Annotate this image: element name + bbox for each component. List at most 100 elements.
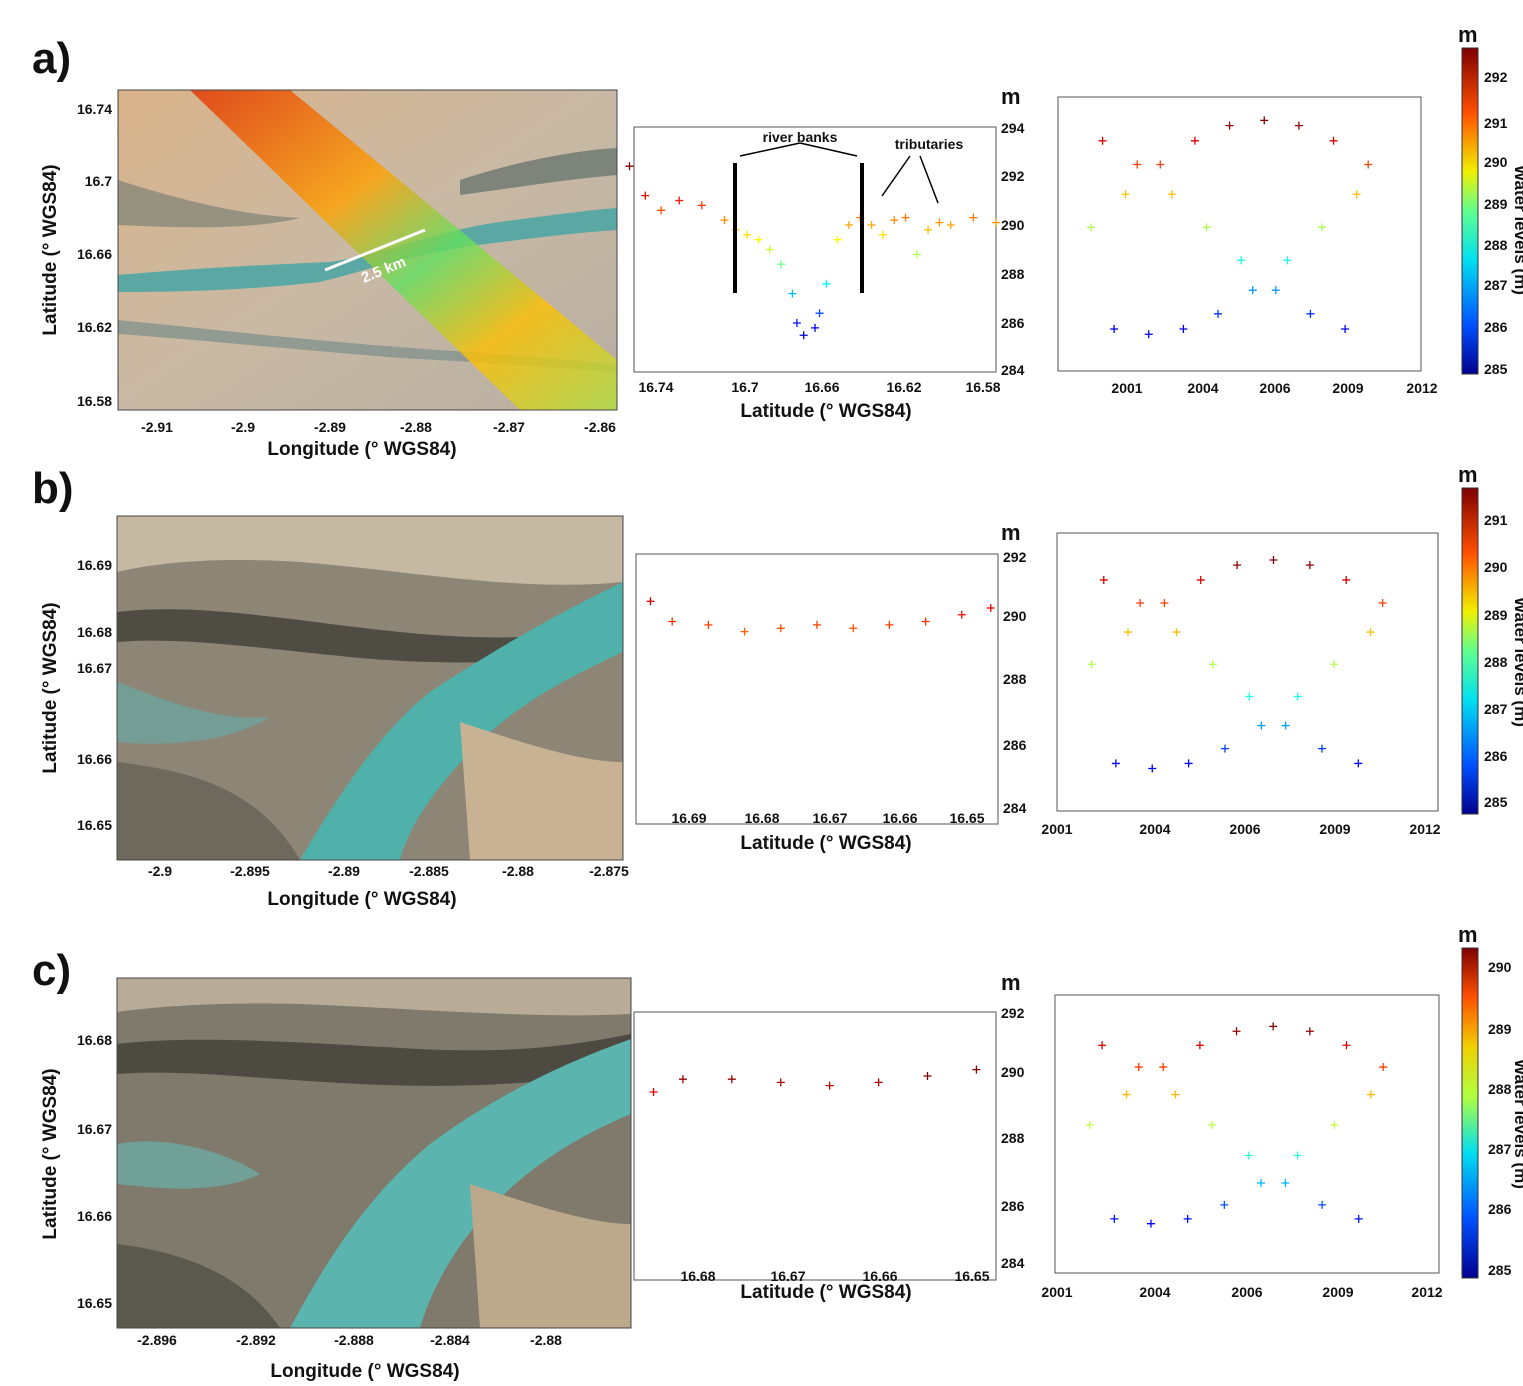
colorbar-unit: m — [1458, 922, 1478, 947]
series-xtick: 2001 — [1041, 1284, 1072, 1300]
profile-xtick: 16.66 — [862, 1268, 897, 1284]
profile-point — [776, 624, 785, 633]
colorbar-tick: 287 — [1484, 277, 1508, 293]
map-ytick: 16.66 — [77, 246, 112, 262]
profile-ytick: 288 — [1001, 1130, 1025, 1146]
series-point — [1196, 575, 1205, 584]
series-point — [1330, 1121, 1339, 1130]
series-point — [1354, 759, 1363, 768]
series-xtick: 2004 — [1139, 821, 1170, 837]
series-point — [1342, 575, 1351, 584]
profile-point — [646, 597, 655, 606]
annotation-river-banks: river banks — [763, 129, 838, 145]
map-ylabel: Latitude (° WGS84) — [40, 1068, 61, 1239]
map-ytick: 16.62 — [77, 319, 112, 335]
series-point — [1364, 160, 1373, 169]
profile-unit: m — [1001, 520, 1021, 545]
colorbar-tick: 288 — [1484, 237, 1508, 253]
series-point — [1342, 1041, 1351, 1050]
map-xtick: -2.9 — [148, 863, 172, 879]
map-xlabel: Longitude (° WGS84) — [270, 1361, 459, 1382]
map-image — [116, 515, 624, 861]
colorbar-tick: 286 — [1484, 748, 1508, 764]
profile-y-ticks: 292 290 288 286 284 — [1003, 549, 1027, 816]
map-xtick: -2.91 — [141, 419, 173, 435]
profile-point — [912, 250, 921, 259]
profile-xtick: 16.66 — [882, 810, 917, 826]
profile-ytick: 286 — [1001, 1198, 1025, 1214]
profile-point — [923, 1072, 932, 1080]
series-point — [1378, 599, 1387, 608]
series-point — [1225, 121, 1234, 130]
map-xtick: -2.875 — [589, 863, 629, 879]
map-x-ticks: -2.896 -2.892 -2.888 -2.884 -2.88 — [137, 1332, 562, 1348]
colorbar-tick: 286 — [1484, 319, 1508, 335]
series-point — [1133, 160, 1142, 169]
map-ylabel: Latitude (° WGS84) — [40, 602, 61, 773]
colorbar-tick: 285 — [1484, 794, 1508, 810]
series-point — [1318, 1200, 1327, 1209]
profile-xtick: 16.67 — [770, 1268, 805, 1284]
series-xtick: 2009 — [1322, 1284, 1353, 1300]
series-point — [1244, 1151, 1253, 1160]
panel-c: c) 16.68 16.67 16.66 — [0, 922, 1523, 1386]
series-point — [1220, 744, 1229, 753]
panel-a: a) — [0, 0, 1523, 462]
colorbar-tick: 286 — [1488, 1201, 1512, 1217]
map-image: 2.5 km — [117, 89, 618, 411]
series-xtick: 2001 — [1041, 821, 1072, 837]
profile-xtick: 16.65 — [954, 1268, 989, 1284]
profile-point — [946, 221, 955, 229]
colorbar-tick: 289 — [1484, 607, 1508, 623]
colorbar: m 292 291 290 289 288 287 286 285 Water … — [1458, 22, 1523, 377]
profile-ytick: 286 — [1001, 315, 1025, 331]
map-ytick: 16.66 — [77, 751, 112, 767]
profile-xtick: 16.74 — [638, 379, 673, 395]
series-xtick: 2004 — [1139, 1284, 1170, 1300]
colorbar-tick: 291 — [1484, 115, 1508, 131]
colorbar-tick: 289 — [1488, 1021, 1512, 1037]
series-point — [1257, 721, 1266, 730]
profile-unit: m — [1001, 84, 1021, 109]
profile-ytick: 294 — [1001, 120, 1025, 136]
map-xtick: -2.892 — [236, 1332, 276, 1348]
colorbar: m 290 289 288 287 286 285 Water levels (… — [1458, 922, 1523, 1279]
series-point — [1294, 121, 1303, 130]
panel-b-figure: 16.69 16.68 16.67 16.66 16.65 -2.9 -2.89… — [40, 462, 1523, 910]
map-xtick: -2.89 — [314, 419, 346, 435]
map-xtick: -2.884 — [430, 1332, 470, 1348]
series-point — [1305, 1027, 1314, 1036]
profile-point — [754, 235, 763, 244]
series-x-ticks: 2001 2004 2006 2009 2012 — [1111, 380, 1437, 396]
series-point — [1354, 1214, 1363, 1223]
series-point — [1317, 744, 1326, 753]
series-point — [1184, 759, 1193, 768]
series-xtick: 2001 — [1111, 380, 1142, 396]
map-xtick: -2.89 — [328, 863, 360, 879]
profile-xtick: 16.68 — [744, 810, 779, 826]
profile-point — [815, 309, 824, 318]
series-point — [1306, 309, 1315, 318]
series-point — [1305, 561, 1314, 570]
panel-c-figure: 16.68 16.67 16.66 16.65 -2.896 -2.892 -2… — [40, 922, 1523, 1382]
profile-point — [969, 213, 978, 222]
profile-point — [992, 218, 1000, 227]
colorbar-tick: 291 — [1484, 512, 1508, 528]
panel-letter: a) — [32, 34, 72, 83]
profile-point — [668, 617, 677, 626]
profile-xlabel: Latitude (° WGS84) — [740, 833, 911, 854]
profile-xtick: 16.58 — [965, 379, 1000, 395]
profile-ytick: 292 — [1003, 549, 1027, 565]
series-point — [1121, 190, 1130, 199]
series-point — [1098, 136, 1107, 145]
profile-point — [720, 216, 729, 225]
profile-point — [792, 319, 801, 327]
colorbar-tick: 289 — [1484, 196, 1508, 212]
profile-point — [776, 1078, 785, 1087]
series-point — [1293, 1151, 1302, 1160]
colorbar-tick: 288 — [1484, 654, 1508, 670]
map-y-ticks: 16.74 16.7 16.66 16.62 16.58 — [77, 101, 112, 409]
series-point — [1156, 160, 1165, 169]
profile-points — [649, 1065, 981, 1096]
map-ytick: 16.69 — [77, 557, 112, 573]
